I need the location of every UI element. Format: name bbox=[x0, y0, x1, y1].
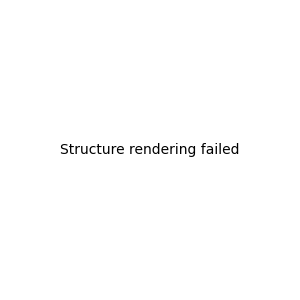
Text: Structure rendering failed: Structure rendering failed bbox=[60, 143, 240, 157]
